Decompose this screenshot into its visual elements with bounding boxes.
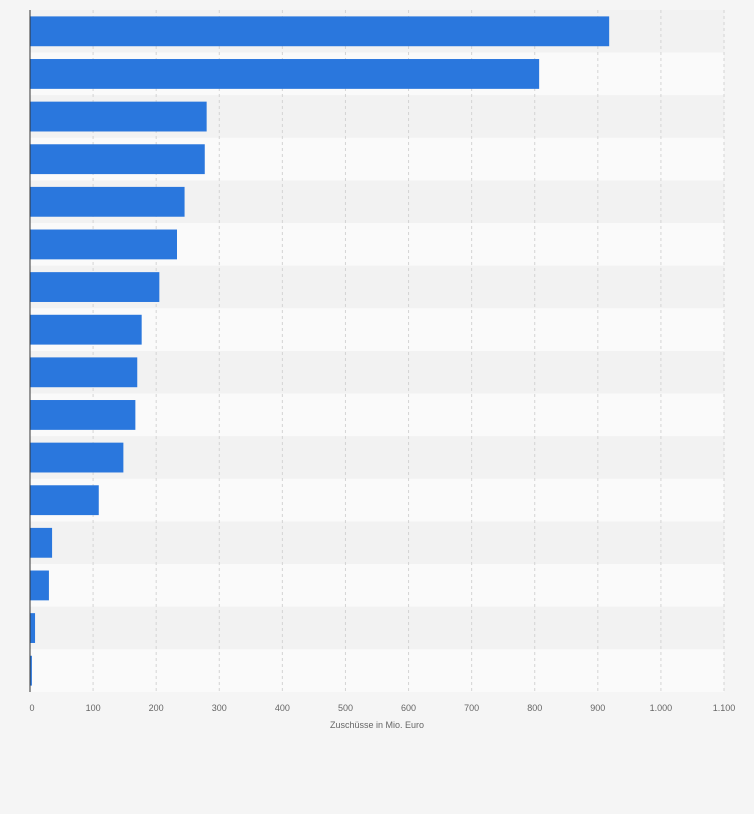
x-tick-label: 0: [29, 703, 34, 713]
row-band: [30, 436, 724, 479]
x-tick-label: 700: [464, 703, 479, 713]
bar[interactable]: [30, 144, 205, 175]
bars: [30, 16, 610, 686]
x-tick-label: 600: [401, 703, 416, 713]
bar[interactable]: [30, 527, 53, 558]
x-tick-label: 900: [590, 703, 605, 713]
bar[interactable]: [30, 613, 36, 643]
bar[interactable]: [30, 229, 178, 260]
x-tick-label: 100: [86, 703, 101, 713]
row-band: [30, 351, 724, 394]
bar[interactable]: [30, 314, 142, 345]
row-band: [30, 308, 724, 351]
bar[interactable]: [30, 655, 32, 686]
x-tick-label: 400: [275, 703, 290, 713]
row-band: [30, 478, 724, 522]
bar[interactable]: [30, 442, 124, 473]
bar[interactable]: [30, 570, 49, 601]
bar[interactable]: [30, 272, 160, 302]
row-band: [30, 521, 724, 565]
x-tick-label: 500: [338, 703, 353, 713]
x-tick-label: 300: [212, 703, 227, 713]
x-axis-title: Zuschüsse in Mio. Euro: [330, 720, 424, 730]
bar[interactable]: [30, 186, 185, 217]
x-tick-label: 1.100: [713, 703, 736, 713]
bar[interactable]: [30, 485, 99, 516]
row-band: [30, 649, 724, 692]
bar[interactable]: [30, 400, 136, 430]
bar[interactable]: [30, 357, 138, 388]
x-tick-label: 200: [149, 703, 164, 713]
x-tick-label: 800: [527, 703, 542, 713]
bar[interactable]: [30, 101, 207, 132]
row-band: [30, 393, 724, 437]
bar[interactable]: [30, 59, 540, 89]
bar[interactable]: [30, 16, 610, 47]
x-tick-label: 1.000: [650, 703, 673, 713]
row-band: [30, 606, 724, 650]
x-axis-ticks: 0 100 200 300 400 500 600 700 800 900 1.000 1.100: [29, 703, 735, 713]
row-band: [30, 564, 724, 607]
